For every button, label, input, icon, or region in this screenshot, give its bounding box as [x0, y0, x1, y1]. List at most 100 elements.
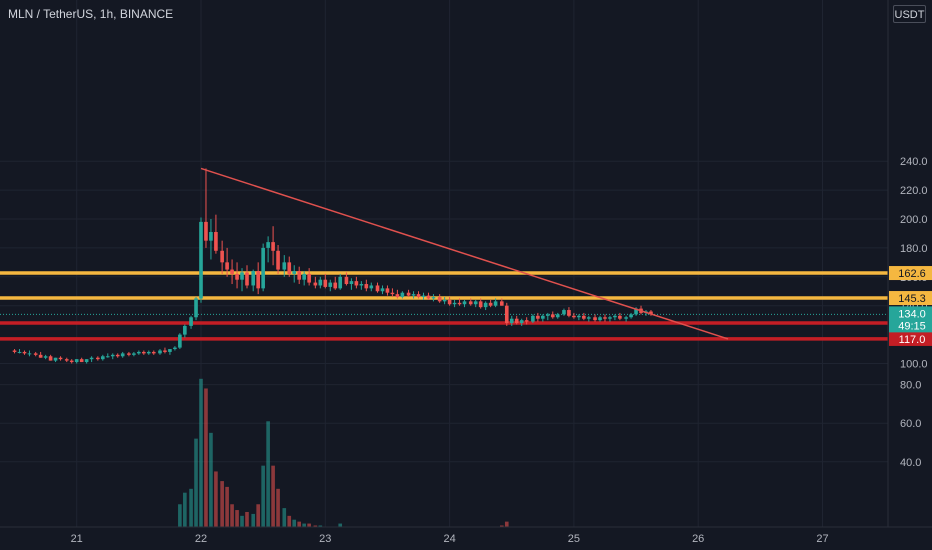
candle-body [452, 302, 457, 305]
candle-body [323, 279, 328, 287]
candle-body [338, 276, 343, 289]
candle-body [462, 301, 467, 305]
time-tick-label: 25 [568, 533, 580, 545]
candle-body [555, 314, 560, 318]
price-tick-label: 100.0 [900, 359, 928, 371]
price-tick-label: 200.0 [900, 214, 928, 226]
candle-body [100, 356, 105, 360]
candle-body [245, 272, 249, 286]
last-price-badge [889, 306, 932, 333]
volume-bar [189, 488, 193, 527]
candle-body [613, 315, 617, 318]
candle-body [43, 356, 48, 358]
candle-body [120, 353, 125, 357]
candle-body [395, 294, 400, 298]
candle-body [354, 281, 359, 286]
price-level-label: 162.6 [898, 268, 926, 280]
candle-body [209, 232, 213, 241]
candle-body [89, 357, 94, 360]
candle-body [105, 356, 110, 358]
candle-body [400, 292, 405, 298]
candle-body [545, 314, 550, 316]
volume-tick-label: 80.0 [900, 380, 921, 392]
candle-body [58, 357, 63, 360]
candle-body [629, 314, 633, 318]
candle-body [132, 353, 136, 355]
currency-unit-button[interactable]: USDT [893, 5, 926, 23]
candle-body [256, 271, 260, 289]
candle-body [634, 308, 638, 315]
candle-body [84, 359, 89, 363]
candle-body [369, 285, 374, 289]
candle-body [163, 350, 167, 352]
candle-body [437, 297, 442, 302]
volume-bar [302, 523, 306, 527]
candle-body [12, 350, 17, 352]
time-tick-label: 27 [816, 533, 828, 545]
candle-body [478, 301, 483, 308]
volume-bar [499, 525, 504, 527]
candle-body [189, 317, 193, 326]
candle-body [220, 250, 224, 263]
price-level-badge [889, 331, 932, 346]
candle-body [292, 271, 297, 274]
candle-body [183, 325, 187, 335]
price-level-label: 117.0 [899, 334, 926, 346]
candle-body [240, 272, 244, 280]
volume-bar [266, 421, 270, 527]
candle-body [406, 292, 411, 296]
candle-body [493, 301, 498, 306]
candle-body [146, 351, 151, 354]
candle-body [115, 354, 120, 357]
candle-body [48, 356, 53, 361]
candle-body [603, 317, 607, 319]
candle-body [524, 320, 529, 322]
time-tick-label: 21 [71, 533, 83, 545]
candle-body [79, 359, 84, 363]
volume-bar [204, 388, 208, 527]
candle-body [541, 315, 545, 319]
volume-bar [313, 525, 318, 527]
candle-body [313, 282, 318, 286]
candle-body [297, 271, 302, 280]
candle-body [473, 301, 478, 305]
candle-body [214, 232, 218, 251]
candle-body [390, 292, 395, 295]
candle-body [416, 294, 421, 298]
candle-body [302, 273, 306, 280]
trendline [200, 167, 729, 340]
price-level-label: 145.3 [898, 293, 926, 305]
candle-body [96, 357, 100, 360]
price-level-badge [889, 266, 932, 281]
candle-body [514, 318, 519, 324]
volume-bar [230, 504, 234, 527]
volume-bar [282, 508, 287, 527]
candle-body [587, 317, 591, 319]
volume-bar [245, 511, 249, 527]
candle-body [333, 282, 338, 289]
volume-bar [199, 378, 203, 527]
candle-body [199, 221, 203, 299]
candle-body [608, 317, 612, 319]
candle-body [488, 302, 493, 306]
candle-body [375, 285, 380, 292]
candle-body [593, 317, 597, 321]
candle-body [33, 353, 38, 355]
candle-body [127, 353, 131, 355]
candle-body [536, 315, 540, 319]
candle-body [17, 351, 22, 353]
candle-body [137, 351, 141, 354]
candle-body [53, 357, 58, 361]
volume-bar [178, 504, 182, 527]
candle-body [276, 250, 280, 270]
volume-bar [209, 432, 213, 527]
volume-bar [287, 515, 292, 527]
candle-body [318, 279, 323, 286]
time-tick-label: 23 [319, 533, 331, 545]
time-axis-panel [0, 527, 932, 550]
candle-body [225, 262, 229, 270]
candle-body [364, 284, 369, 289]
candle-body [178, 334, 182, 348]
